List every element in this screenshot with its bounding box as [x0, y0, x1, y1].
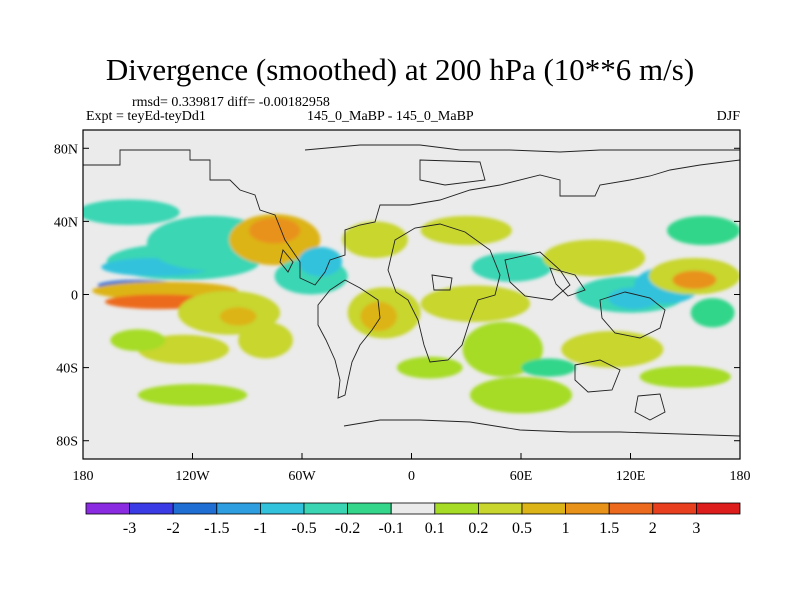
divergence-blob: [249, 217, 301, 244]
x-tick-label: 120W: [175, 469, 210, 484]
colorbar-label: 2: [649, 520, 657, 537]
y-tick-label: 80N: [54, 142, 78, 157]
colorbar-label: 1: [562, 520, 570, 537]
divergence-blob: [542, 239, 646, 277]
experiment-label: Expt = teyEd-teyDd1: [86, 109, 206, 124]
x-tick-label: 120E: [616, 469, 646, 484]
y-tick-label: 0: [71, 289, 78, 304]
divergence-blob: [396, 356, 463, 379]
colorbar-label: 0.2: [468, 520, 488, 537]
colorbar-label: -1: [254, 520, 267, 537]
colorbar-swatch: [434, 502, 479, 515]
y-tick-label: 40S: [56, 362, 78, 377]
colorbar-label: -0.2: [335, 520, 360, 537]
divergence-blob: [110, 329, 166, 352]
x-tick-label: 60W: [288, 469, 316, 484]
stats-label: rmsd= 0.339817 diff= -0.00182958: [132, 95, 330, 110]
colorbar-swatch: [347, 502, 392, 515]
colorbar-swatch: [608, 502, 654, 515]
x-tick-label: 180: [730, 469, 751, 484]
divergence-blob: [298, 246, 343, 277]
divergence-blob: [667, 215, 740, 246]
divergence-blob: [137, 384, 248, 406]
coastline-outline: [83, 144, 740, 437]
divergence-blob: [420, 215, 512, 246]
colorbar-label: -3: [123, 520, 136, 537]
chart-title: Divergence (smoothed) at 200 hPa (10**6 …: [105, 52, 695, 87]
divergence-blob: [561, 331, 664, 368]
divergence-blob: [462, 321, 543, 377]
divergence-blob: [639, 365, 731, 388]
divergence-blob: [420, 285, 531, 322]
colorbar-swatch: [172, 502, 218, 515]
comparison-label: 145_0_MaBP - 145_0_MaBP: [307, 109, 474, 124]
divergence-blob: [672, 270, 717, 290]
divergence-blob: [238, 321, 293, 359]
divergence-blob: [521, 358, 576, 377]
colorbar-swatch: [259, 502, 305, 515]
colorbar-swatch: [129, 502, 174, 515]
x-tick-label: 0: [408, 469, 415, 484]
divergence-blob: [469, 376, 573, 414]
divergence-field: [83, 199, 740, 414]
colorbar-label: 0.5: [512, 520, 532, 537]
colorbar-swatch: [477, 502, 523, 515]
colorbar-label: 1.5: [599, 520, 619, 537]
colorbar-label: -0.5: [291, 520, 316, 537]
colorbar-label: 0.1: [425, 520, 445, 537]
colorbar-swatch: [565, 502, 610, 515]
season-label: DJF: [716, 109, 740, 124]
colorbar-swatch: [303, 502, 348, 515]
divergence-blob: [83, 199, 180, 226]
colorbar-swatch: [390, 502, 436, 515]
colorbar-swatch: [216, 502, 261, 515]
colorbar-swatch: [85, 502, 130, 515]
colorbar-label: -1.5: [204, 520, 229, 537]
colorbar-swatch: [521, 502, 566, 515]
colorbar-label: 3: [692, 520, 700, 537]
colorbar-swatch: [696, 502, 741, 515]
x-tick-label: 60E: [510, 469, 533, 484]
x-tick-label: 180: [73, 469, 94, 484]
divergence-blob: [219, 307, 257, 326]
colorbar-swatch: [652, 502, 697, 515]
divergence-blob: [690, 298, 735, 328]
colorbar-label: -2: [167, 520, 180, 537]
divergence-blob: [342, 221, 408, 258]
y-tick-label: 40N: [54, 215, 78, 230]
divergence-blob: [471, 252, 553, 282]
y-tick-label: 80S: [56, 435, 78, 450]
colorbar-label: -0.1: [379, 520, 404, 537]
divergence-blob: [360, 301, 397, 332]
